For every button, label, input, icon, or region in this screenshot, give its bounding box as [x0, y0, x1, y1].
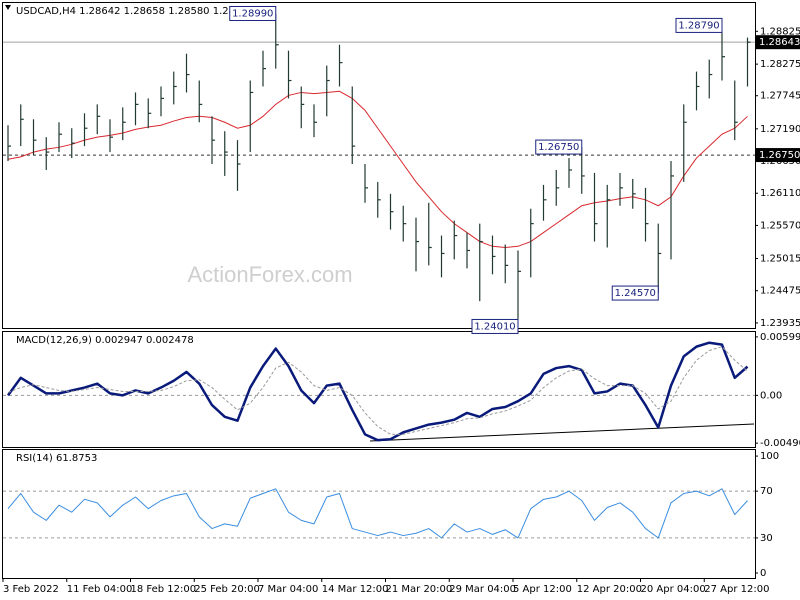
panel-title: USDCAD,H4 1.28642 1.28658 1.28580 1.2864… — [16, 6, 254, 17]
y-tick-label: 1.26110 — [760, 188, 800, 199]
x-tick-label: 11 Feb 04:00 — [67, 584, 133, 595]
x-tick-label: 20 Apr 04:00 — [641, 584, 706, 595]
price-panel — [2, 2, 756, 329]
annotation-box — [229, 5, 277, 21]
y-tick-label: 1.28825 — [760, 26, 800, 37]
y-tick-label: 1.28275 — [760, 59, 800, 70]
y-tick-label: 0.00 — [760, 390, 782, 401]
y-tick-label: 1.27190 — [760, 124, 800, 135]
annotation-box — [471, 318, 519, 334]
moving-average — [7, 90, 748, 248]
annotation-label: 1.28790 — [678, 20, 719, 31]
panel-icon — [5, 5, 11, 10]
y-tick-label: 100 — [760, 451, 779, 462]
y-tick-label: 1.24475 — [760, 286, 800, 297]
trend-line — [369, 423, 755, 442]
x-tick-label: 7 Mar 04:00 — [258, 584, 318, 595]
macd-panel — [2, 331, 756, 448]
x-tick-label: 18 Feb 12:00 — [131, 584, 197, 595]
x-tick-label: 25 Feb 20:00 — [194, 584, 260, 595]
x-tick-label: 21 Mar 20:00 — [386, 584, 453, 595]
x-tick-label: 5 Apr 12:00 — [513, 584, 572, 595]
y-tick-label: 0.005996 — [760, 332, 800, 343]
annotation-box — [611, 285, 659, 301]
annotation-label: 1.24570 — [615, 288, 656, 299]
annotation-label: 1.26750 — [538, 142, 579, 153]
indicator-line — [7, 346, 748, 435]
y-tick-label: 1.25570 — [760, 220, 800, 231]
y-tick-label: 1.23935 — [760, 318, 800, 329]
indicator-line — [6, 341, 749, 442]
annotation-label: 1.24010 — [474, 321, 515, 332]
y-tick-label: 1.27745 — [760, 91, 800, 102]
annotation-box — [675, 17, 723, 33]
watermark: ActionForex.com — [187, 262, 352, 287]
price-badge-label: 1.28643 — [759, 37, 800, 48]
x-tick-label: 14 Mar 12:00 — [322, 584, 389, 595]
y-tick-label: 70 — [760, 486, 773, 497]
panel-title: RSI(14) 61.8753 — [16, 453, 97, 464]
x-tick-label: 3 Feb 2022 — [3, 584, 59, 595]
price-badge — [756, 35, 800, 50]
panel-title: MACD(12,26,9) 0.002947 0.002478 — [16, 335, 194, 346]
x-tick-label: 27 Apr 12:00 — [704, 584, 769, 595]
annotation-box — [535, 139, 583, 155]
indicator-line — [7, 488, 748, 539]
x-tick-label: 29 Mar 04:00 — [449, 584, 516, 595]
x-tick-label: 12 Apr 20:00 — [577, 584, 642, 595]
price-badge-label: 1.26750 — [759, 150, 800, 161]
rsi-panel — [2, 449, 756, 579]
annotation-label: 1.28990 — [232, 8, 273, 19]
y-tick-label: 0 — [760, 568, 766, 579]
y-tick-label: 1.25015 — [760, 254, 800, 265]
y-tick-label: -0.004901 — [760, 438, 800, 449]
price-badge — [756, 148, 800, 163]
y-tick-label: 30 — [760, 533, 773, 544]
